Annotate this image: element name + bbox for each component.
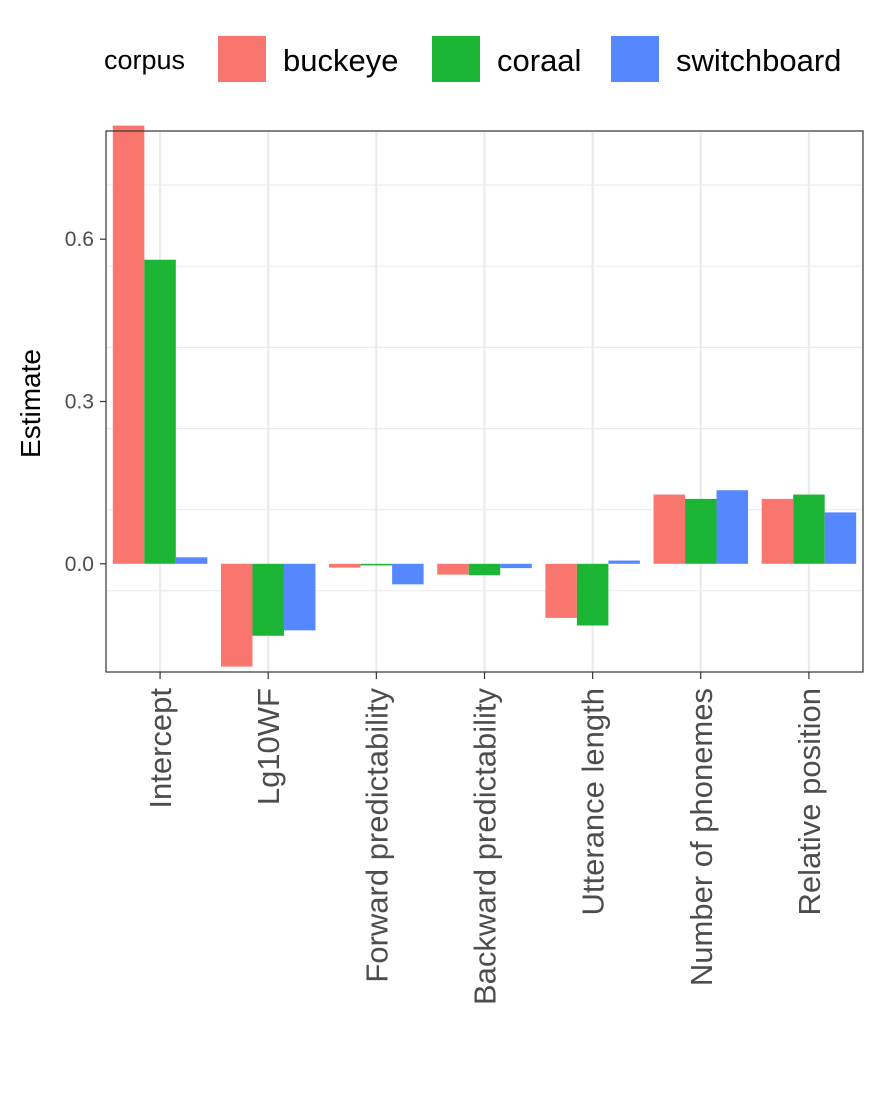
bar-buckeye-3 xyxy=(437,563,469,575)
bar-switchboard-4 xyxy=(608,560,640,564)
bar-switchboard-2 xyxy=(392,563,424,585)
bar-coraal-2 xyxy=(360,563,393,566)
bar-buckeye-4 xyxy=(545,563,577,618)
y-tick-label: 0.0 xyxy=(65,553,94,576)
x-tick-label: Backward predictability xyxy=(468,688,503,1006)
grid xyxy=(106,131,863,672)
legend-key-coraal xyxy=(432,36,480,82)
bar-coraal-1 xyxy=(252,563,284,636)
legend-label-switchboard: switchboard xyxy=(676,43,841,78)
y-axis-title: Estimate xyxy=(15,349,46,458)
x-tick-label: Lg10WF xyxy=(251,688,286,805)
legend: corpus buckeye coraal switchboard xyxy=(104,36,841,82)
bar-switchboard-5 xyxy=(716,490,749,564)
bar-buckeye-0 xyxy=(112,125,145,564)
bar-coraal-0 xyxy=(144,259,176,564)
bar-coraal-6 xyxy=(793,494,825,564)
y-tick-label: 0.6 xyxy=(65,228,94,251)
bars xyxy=(112,125,857,667)
bar-buckeye-1 xyxy=(220,563,253,667)
bar-buckeye-5 xyxy=(653,494,686,564)
bar-coraal-5 xyxy=(685,498,717,564)
x-tick-label: Intercept xyxy=(143,688,178,809)
x-tick-label: Number of phonemes xyxy=(684,688,719,986)
y-tick-label: 0.3 xyxy=(65,391,94,414)
bar-coraal-3 xyxy=(468,563,501,576)
x-tick-label: Utterance length xyxy=(576,688,611,915)
bar-switchboard-0 xyxy=(175,557,208,564)
x-tick-label: Forward predictability xyxy=(359,688,394,983)
bar-switchboard-1 xyxy=(283,563,316,631)
bar-buckeye-2 xyxy=(329,563,361,568)
bar-buckeye-6 xyxy=(761,498,794,564)
x-tick-label: Relative position xyxy=(792,688,827,915)
legend-label-buckeye: buckeye xyxy=(283,43,398,78)
legend-key-switchboard xyxy=(611,36,659,82)
bar-switchboard-3 xyxy=(500,563,532,569)
legend-key-buckeye xyxy=(218,36,266,82)
legend-title: corpus xyxy=(104,45,185,75)
legend-label-coraal: coraal xyxy=(497,43,581,78)
bar-coraal-4 xyxy=(576,563,609,626)
axes: 0.0 0.3 0.6 Intercept Lg10WF Forward predicta… xyxy=(65,228,827,1005)
bar-switchboard-6 xyxy=(824,512,857,564)
